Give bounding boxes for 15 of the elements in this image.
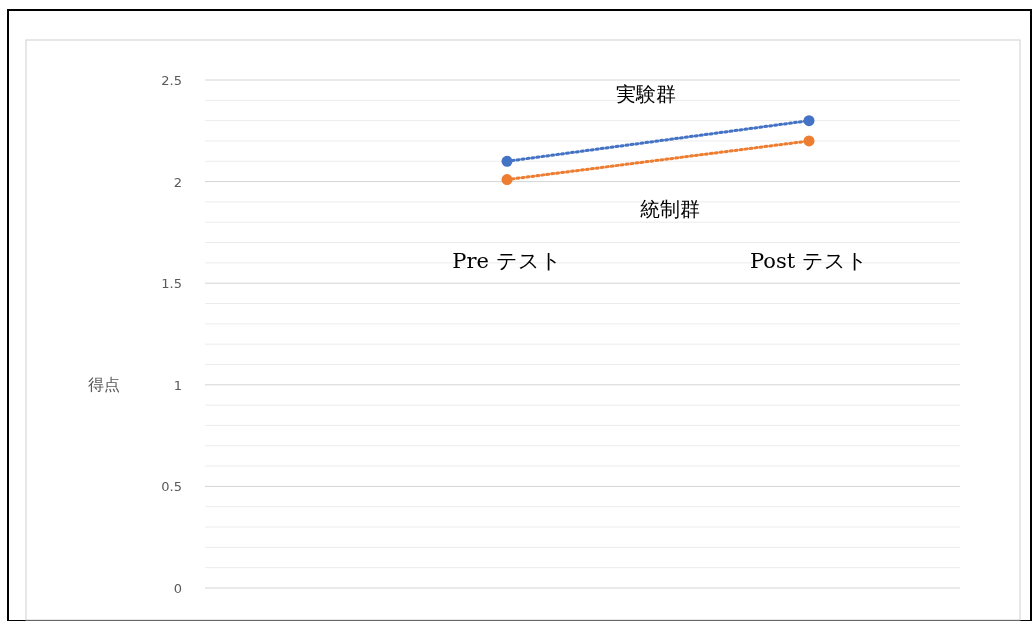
point xyxy=(501,174,513,186)
y-tick-label: 0.5 xyxy=(161,479,182,495)
y-tick-label: 2 xyxy=(173,174,182,190)
series-label: 実験群 xyxy=(616,81,676,106)
point xyxy=(803,135,815,147)
y-tick-label: 0 xyxy=(173,581,182,596)
y-tick-label: 1.5 xyxy=(161,276,182,292)
y-axis-title: 得点 xyxy=(88,374,120,394)
x-tick-label: Post テスト xyxy=(750,248,868,273)
x-tick-label: Pre テスト xyxy=(452,248,562,273)
y-tick-label: 2.5 xyxy=(161,73,182,88)
series-label: 統制群 xyxy=(640,197,700,222)
y-tick-label: 1 xyxy=(173,377,182,393)
point xyxy=(803,115,815,127)
point xyxy=(501,155,513,167)
